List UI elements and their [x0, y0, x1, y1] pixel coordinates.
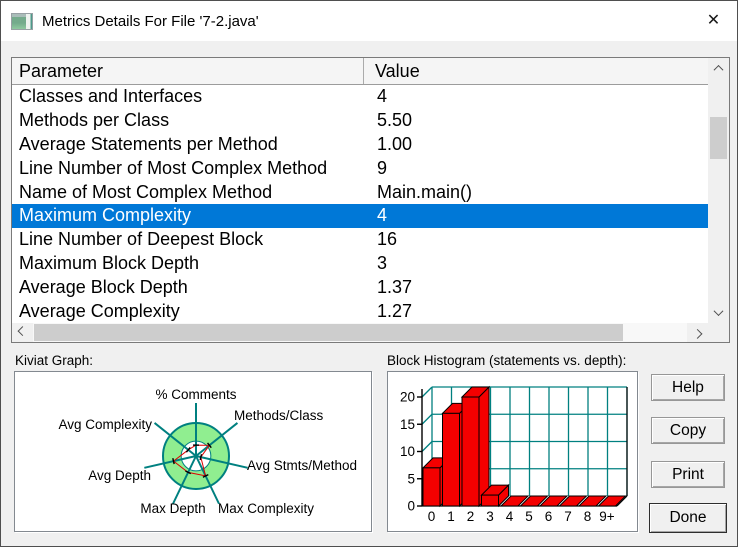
svg-text:9+: 9+ — [599, 509, 615, 524]
svg-text:15: 15 — [400, 417, 415, 432]
table-row[interactable]: Classes and Interfaces 4 — [12, 85, 708, 109]
svg-text:8: 8 — [584, 509, 592, 524]
svg-text:0: 0 — [428, 509, 436, 524]
chevron-down-icon — [713, 306, 724, 317]
kiviat-graph-label: Kiviat Graph: — [15, 353, 94, 368]
table-row[interactable]: Maximum Block Depth 3 — [12, 252, 708, 276]
svg-text:5: 5 — [525, 509, 533, 524]
horizontal-scroll-track[interactable] — [33, 323, 687, 342]
table-row[interactable]: Maximum Complexity 4 — [12, 203, 708, 228]
parameter-cell: Line Number of Most Complex Method — [19, 157, 328, 178]
vertical-scrollbar[interactable] — [708, 58, 729, 323]
copy-button[interactable]: Copy — [651, 417, 725, 444]
scroll-right-button[interactable] — [687, 323, 708, 342]
value-cell: 4 — [377, 205, 388, 226]
done-button[interactable]: Done — [649, 503, 727, 533]
parameter-cell: Line Number of Deepest Block — [19, 229, 264, 250]
kiviat-axis-label-avg-depth: Avg Depth — [88, 468, 151, 483]
parameter-cell: Average Complexity — [19, 300, 180, 321]
kiviat-axis-label-avg-stmts-method: Avg Stmts/Method — [247, 458, 358, 473]
svg-text:6: 6 — [545, 509, 553, 524]
column-header-parameter[interactable]: Parameter — [12, 58, 364, 84]
kiviat-axis-label-comments: % Comments — [155, 387, 237, 402]
close-icon: ✕ — [706, 12, 721, 29]
table-row[interactable]: Average Complexity 1.27 — [12, 299, 708, 323]
value-cell: 1.27 — [377, 300, 413, 321]
parameter-cell: Average Block Depth — [19, 276, 188, 297]
title-bar: Metrics Details For File '7-2.java' ✕ — [1, 1, 737, 41]
table-row[interactable]: Line Number of Deepest Block 16 — [12, 228, 708, 252]
value-cell: 3 — [377, 252, 388, 273]
scroll-left-button[interactable] — [12, 323, 33, 342]
vertical-scroll-track[interactable] — [708, 79, 729, 302]
scroll-down-button[interactable] — [708, 302, 729, 323]
table-row[interactable]: Methods per Class 5.50 — [12, 109, 708, 133]
horizontal-scroll-thumb[interactable] — [34, 324, 623, 341]
horizontal-scrollbar[interactable] — [12, 323, 708, 342]
svg-text:3: 3 — [486, 509, 494, 524]
help-button[interactable]: Help — [651, 374, 725, 401]
parameter-cell: Classes and Interfaces — [19, 86, 203, 107]
table-row[interactable]: Average Statements per Method 1.00 — [12, 133, 708, 157]
table-rows: Classes and Interfaces 4 Methods per Class… — [12, 85, 708, 323]
parameter-cell: Maximum Block Depth — [19, 252, 200, 273]
column-header-value[interactable]: Value — [375, 60, 420, 81]
chevron-up-icon — [713, 64, 724, 75]
window-title: Metrics Details For File '7-2.java' — [42, 12, 259, 30]
kiviat-radar-chart — [144, 403, 248, 505]
table-row[interactable]: Average Block Depth 1.37 — [12, 275, 708, 299]
table-row[interactable]: Name of Most Complex Method Main.main() — [12, 180, 708, 204]
kiviat-axis-label-max-complexity: Max Complexity — [218, 501, 315, 516]
close-button[interactable]: ✕ — [690, 1, 737, 41]
print-button[interactable]: Print — [651, 461, 725, 488]
value-cell: Main.main() — [377, 181, 473, 202]
value-cell: 1.00 — [377, 133, 413, 154]
value-cell: 16 — [377, 229, 398, 250]
svg-text:10: 10 — [400, 444, 415, 459]
value-cell: 5.50 — [377, 110, 413, 131]
chevron-left-icon — [17, 326, 28, 337]
chevron-right-icon — [692, 328, 703, 339]
parameter-cell: Methods per Class — [19, 110, 170, 131]
table-row[interactable]: Line Number of Most Complex Method 9 — [12, 156, 708, 180]
scroll-up-button[interactable] — [708, 58, 729, 79]
table-header: Parameter Value — [12, 58, 729, 85]
metrics-table: Parameter Value Classes and Interfaces 4 M… — [11, 57, 730, 343]
parameter-cell: Average Statements per Method — [19, 133, 278, 154]
svg-text:20: 20 — [400, 390, 415, 405]
kiviat-axis-label-max-depth: Max Depth — [140, 501, 206, 516]
parameter-cell: Maximum Complexity — [19, 205, 192, 226]
scrollbar-corner — [708, 323, 729, 342]
svg-text:7: 7 — [564, 509, 572, 524]
svg-text:5: 5 — [407, 471, 415, 486]
value-cell: 1.37 — [377, 276, 413, 297]
app-icon — [11, 12, 33, 30]
svg-text:1: 1 — [447, 509, 455, 524]
svg-text:0: 0 — [407, 499, 415, 514]
histogram-label: Block Histogram (statements vs. depth): — [387, 353, 627, 368]
svg-text:4: 4 — [506, 509, 514, 524]
kiviat-axis-label-methods-class: Methods/Class — [234, 408, 324, 423]
value-cell: 9 — [377, 157, 388, 178]
kiviat-graph-panel — [14, 371, 372, 532]
block-histogram-panel: 0 5 10 15 20 0 1 2 3 4 5 6 7 8 9+ — [387, 371, 638, 532]
value-cell: 4 — [377, 86, 388, 107]
kiviat-axis-label-avg-complexity: Avg Complexity — [58, 417, 152, 432]
parameter-cell: Name of Most Complex Method — [19, 181, 273, 202]
vertical-scroll-thumb[interactable] — [710, 117, 727, 159]
svg-text:2: 2 — [467, 509, 475, 524]
